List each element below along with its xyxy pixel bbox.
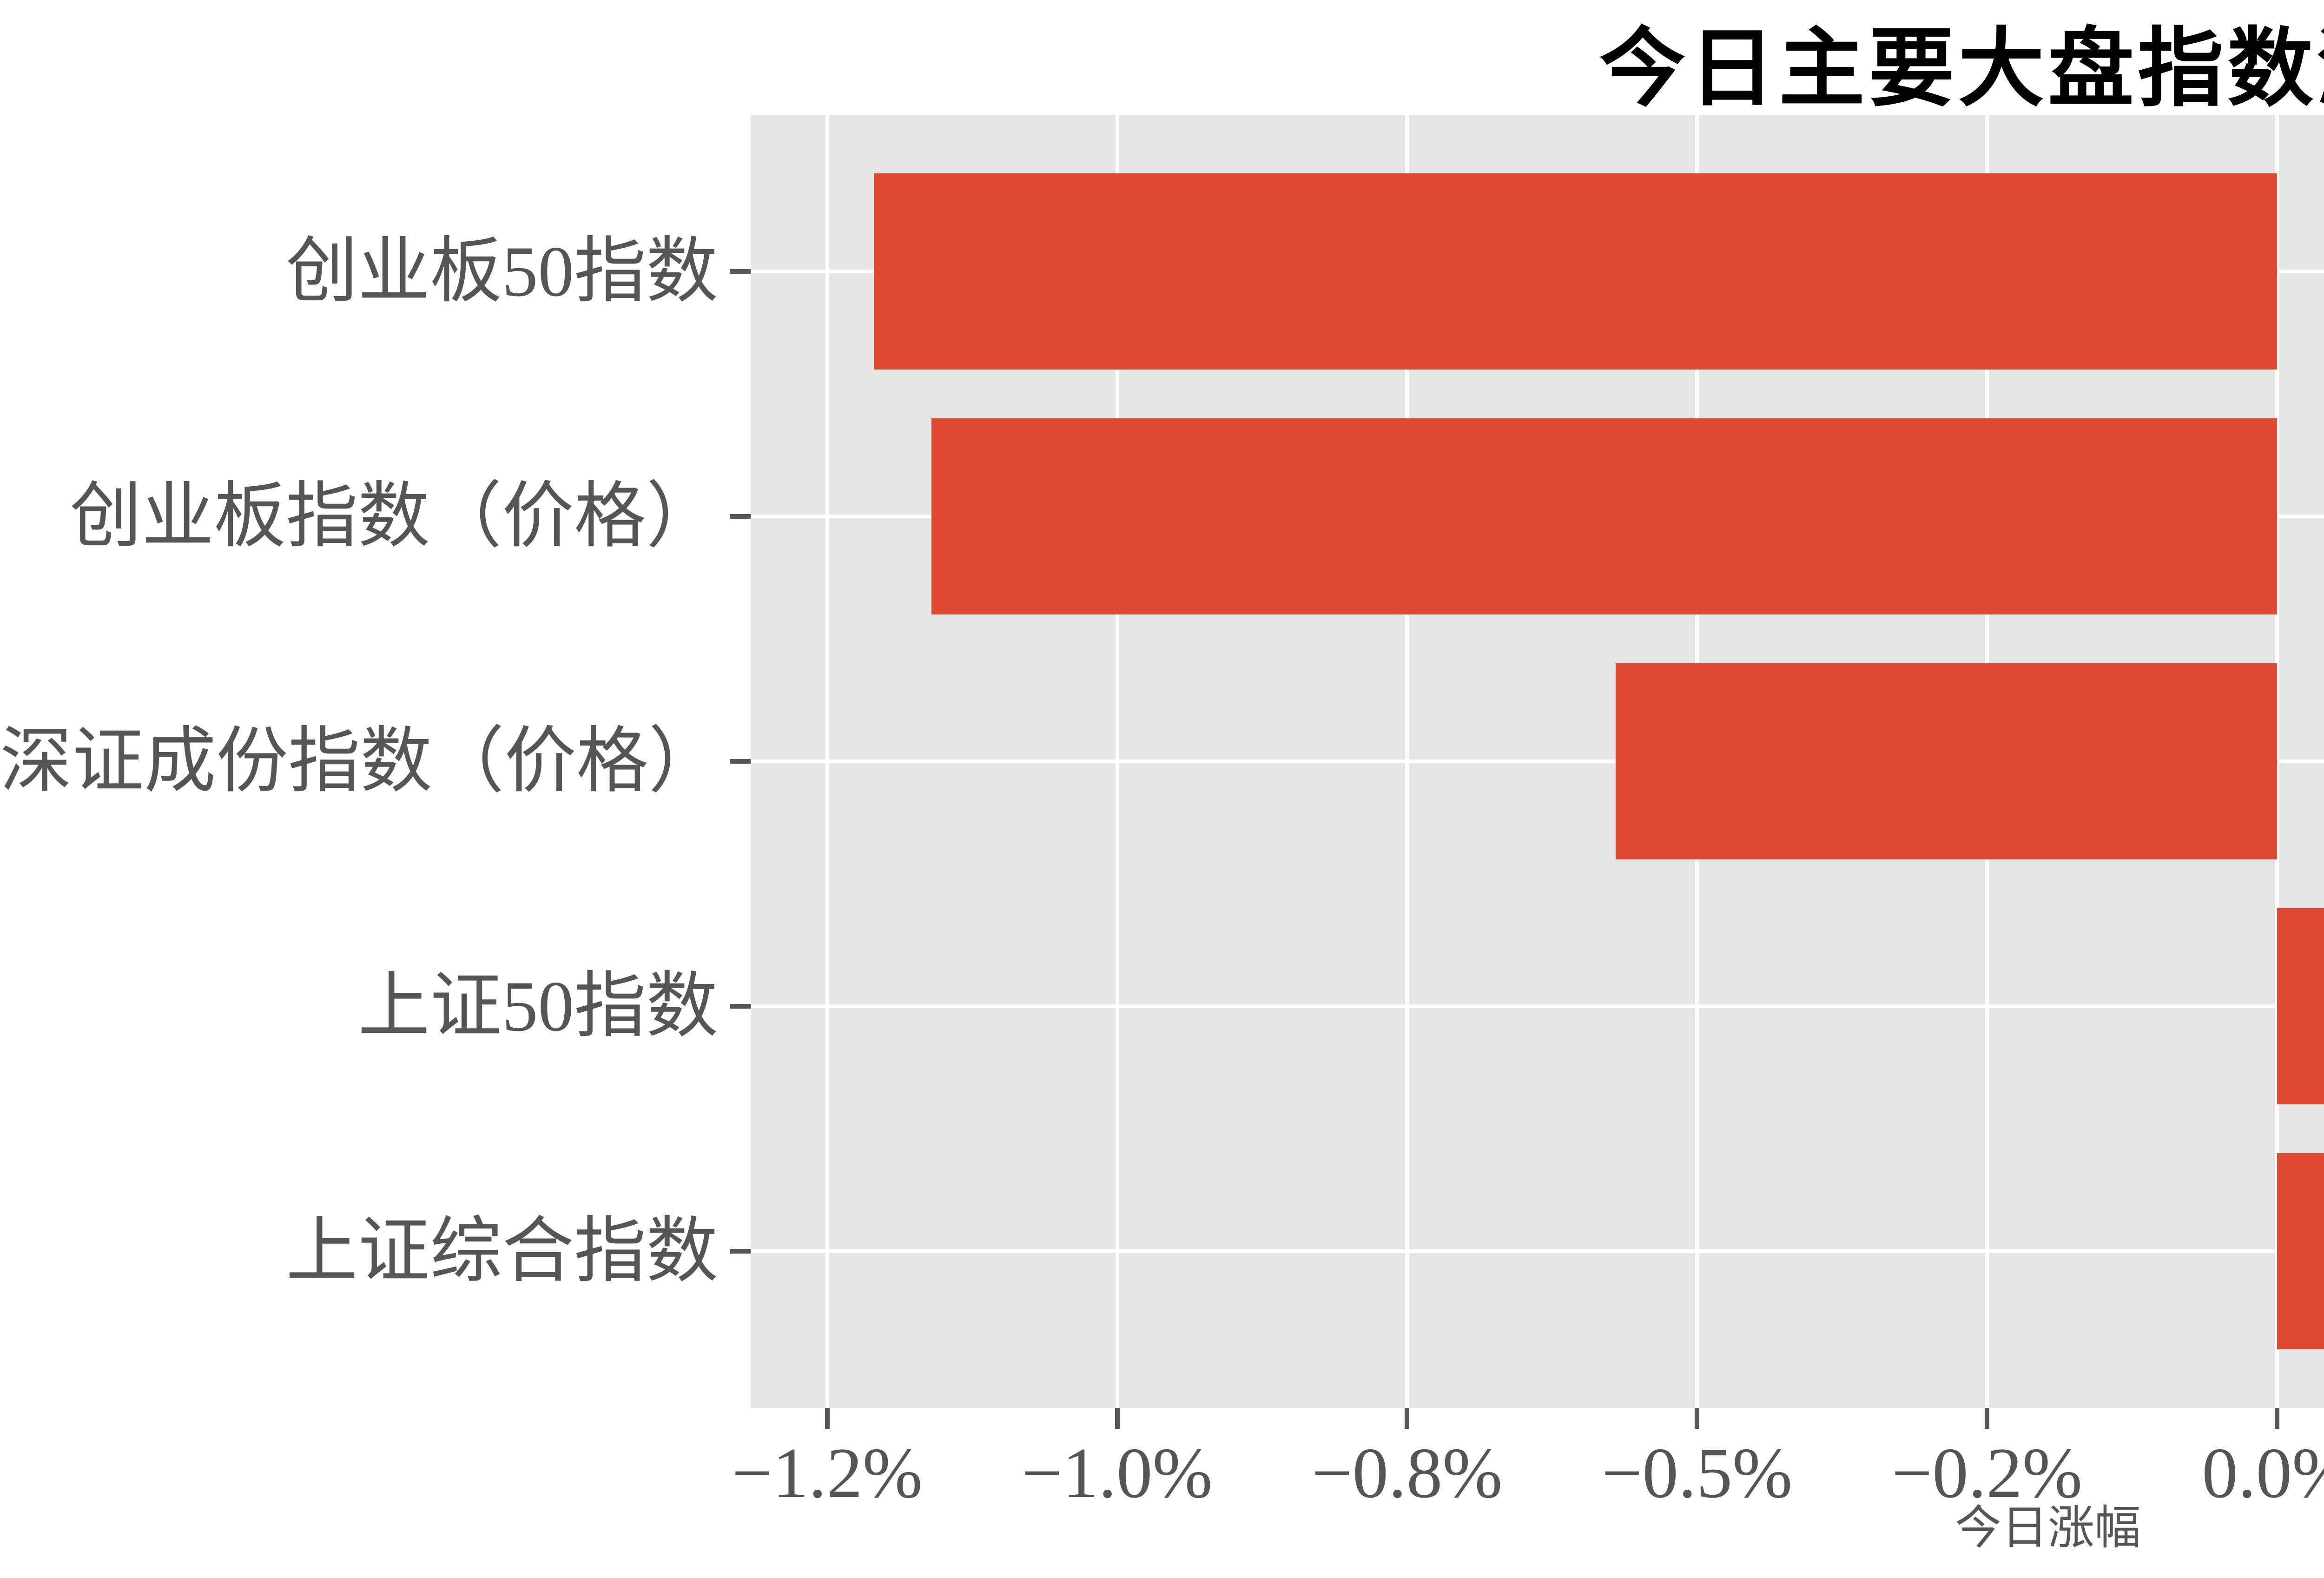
x-tick-mark <box>1405 1408 1410 1429</box>
plot-panel <box>751 115 2324 1408</box>
bar <box>931 418 2277 614</box>
x-axis-tick-label: −0.5% <box>1602 1433 1793 1513</box>
chart-title: 今日主要大盘指数涨幅 <box>1599 22 2324 117</box>
bar <box>873 173 2277 370</box>
y-tick-mark <box>730 269 751 274</box>
y-axis-category-label: 上证50指数 <box>358 966 718 1046</box>
x-tick-mark <box>1115 1408 1120 1429</box>
gridline-horizontal <box>751 1004 2324 1008</box>
x-tick-mark <box>2274 1408 2279 1429</box>
x-axis-title: 今日涨幅 <box>1955 1502 2141 1554</box>
x-axis-tick-label: −1.0% <box>1022 1433 1213 1513</box>
y-axis-category-label: 创业板50指数 <box>286 231 718 312</box>
gridline-horizontal <box>751 759 2324 763</box>
bar <box>2277 908 2324 1104</box>
bar <box>1616 663 2277 859</box>
x-axis-tick-label: −1.2% <box>732 1433 923 1513</box>
bar <box>2277 1153 2324 1349</box>
x-axis-tick-label: −0.8% <box>1312 1433 1503 1513</box>
y-tick-mark <box>730 1248 751 1254</box>
y-axis-category-label: 深证成份指数（价格） <box>0 721 720 801</box>
y-axis-category-label: 创业板指数（价格） <box>70 476 718 557</box>
y-tick-mark <box>730 1004 751 1009</box>
y-tick-mark <box>730 759 751 764</box>
y-axis-category-label: 上证综合指数 <box>286 1211 718 1291</box>
x-tick-mark <box>825 1408 830 1429</box>
x-axis-tick-label: −0.2% <box>1891 1433 2083 1513</box>
x-tick-mark <box>1695 1408 1700 1429</box>
x-axis-tick-label: 0.0% <box>2202 1433 2324 1513</box>
x-tick-mark <box>1984 1408 1989 1429</box>
gridline-horizontal <box>751 1249 2324 1253</box>
y-tick-mark <box>730 514 751 519</box>
